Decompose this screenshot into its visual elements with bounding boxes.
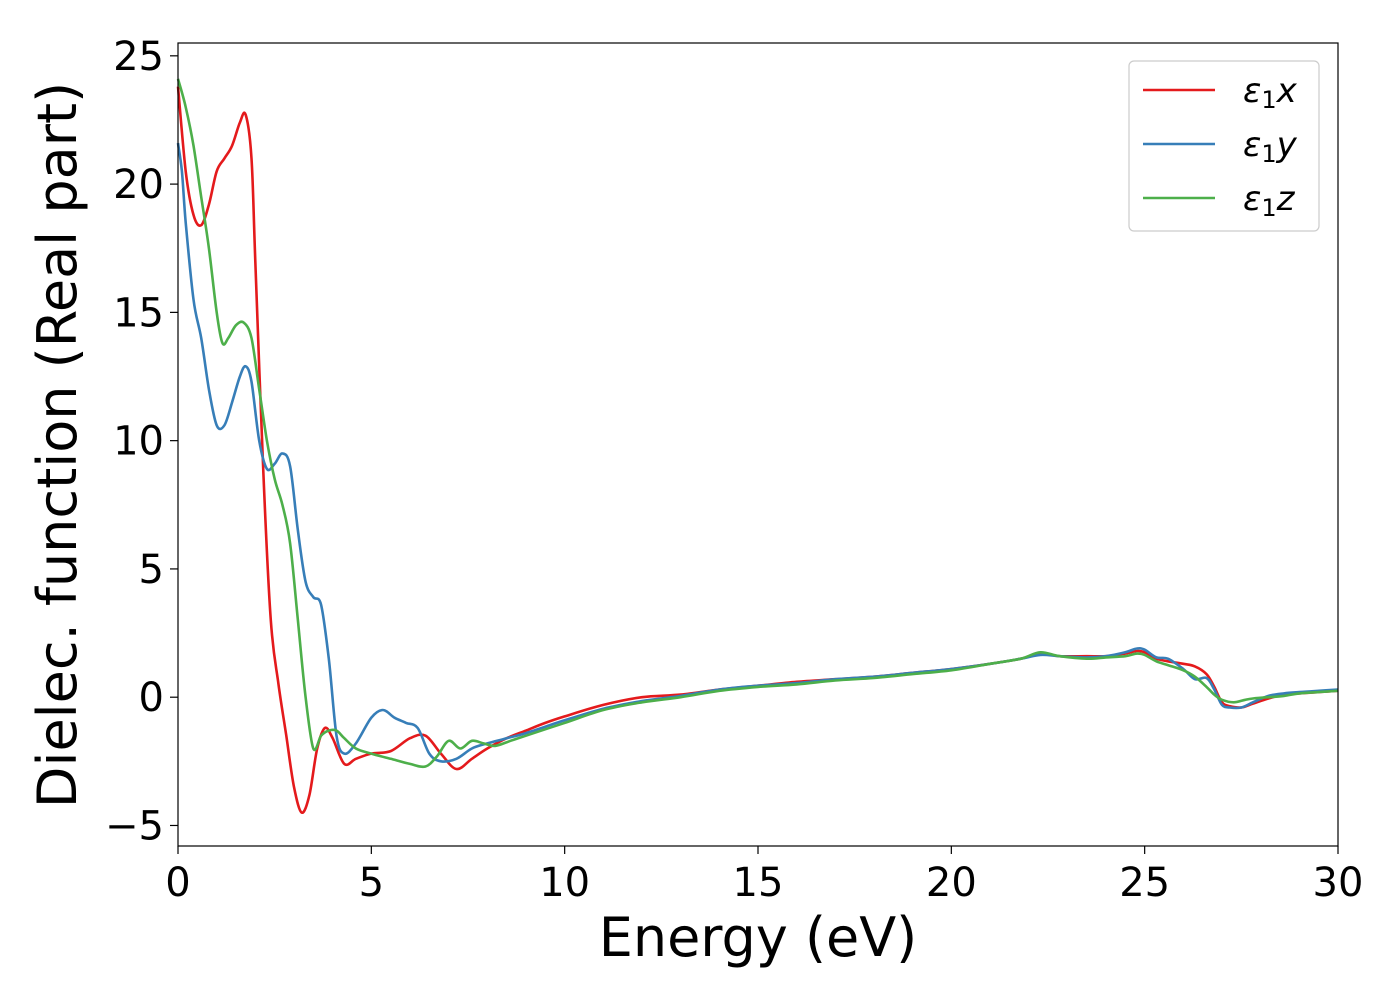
y-tick-label: 20 bbox=[113, 162, 164, 208]
legend-box bbox=[1128, 60, 1320, 232]
legend-label-z: ε1z bbox=[1243, 179, 1296, 222]
y-tick-label: 25 bbox=[113, 34, 164, 80]
x-tick-label: 25 bbox=[1119, 860, 1170, 906]
series-line-z bbox=[176, 78, 1339, 769]
y-tick-label: 10 bbox=[113, 419, 164, 465]
x-axis-label: Energy (eV) bbox=[599, 906, 918, 969]
legend-label-y: ε1y bbox=[1243, 125, 1298, 168]
y-tick-label: 5 bbox=[139, 547, 164, 593]
x-tick-label: 0 bbox=[165, 860, 190, 906]
y-tick-label: 15 bbox=[113, 290, 164, 336]
x-tick-label: 20 bbox=[926, 860, 977, 906]
x-tick-label: 10 bbox=[539, 860, 590, 906]
series-lines bbox=[176, 78, 1339, 814]
x-tick-label: 30 bbox=[1313, 860, 1364, 906]
y-axis-label: Dielec. function (Real part) bbox=[26, 82, 89, 808]
legend-label-x: ε1x bbox=[1243, 71, 1298, 114]
y-tick-label: −5 bbox=[105, 803, 164, 849]
series-line-x bbox=[176, 86, 1339, 814]
x-axis-ticks: 0 5 10 15 20 25 30 bbox=[165, 846, 1363, 906]
x-tick-label: 15 bbox=[733, 860, 784, 906]
y-tick-label: 0 bbox=[139, 675, 164, 721]
y-axis-ticks: −5 0 5 10 15 20 25 bbox=[105, 34, 178, 849]
legend: ε1x ε1y ε1z bbox=[1128, 60, 1320, 232]
x-tick-label: 5 bbox=[359, 860, 384, 906]
